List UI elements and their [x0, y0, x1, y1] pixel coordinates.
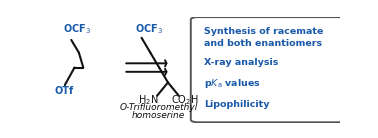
Text: OCF$_3$: OCF$_3$ [64, 22, 91, 36]
FancyBboxPatch shape [191, 17, 345, 122]
Text: X-ray analysis: X-ray analysis [204, 58, 278, 67]
Text: homoserine: homoserine [132, 111, 185, 120]
Text: Synthesis of racemate
and both enantiomers: Synthesis of racemate and both enantiome… [204, 27, 323, 48]
Text: p$\mathit{K}_\mathrm{a}$ values: p$\mathit{K}_\mathrm{a}$ values [204, 77, 261, 90]
Text: H$_2$N: H$_2$N [138, 94, 158, 107]
Text: OTf: OTf [54, 86, 74, 96]
Text: Lipophilicity: Lipophilicity [204, 100, 270, 109]
Text: CO$_2$H: CO$_2$H [170, 94, 198, 107]
Text: OCF$_3$: OCF$_3$ [135, 22, 163, 36]
Text: O-Trifluoromethyl: O-Trifluoromethyl [119, 103, 198, 112]
